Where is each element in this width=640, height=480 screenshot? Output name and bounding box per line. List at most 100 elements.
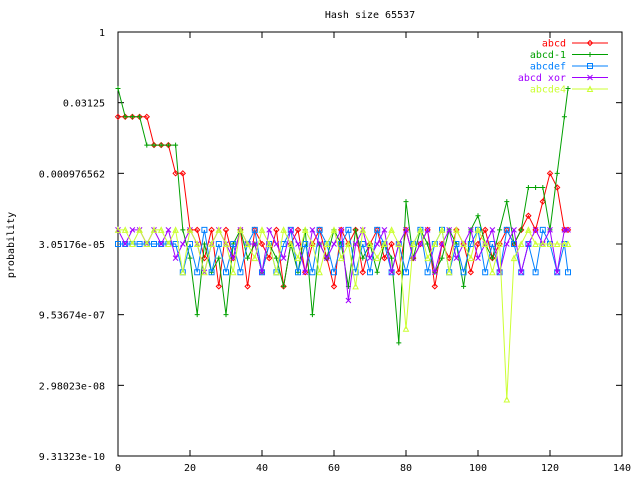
data-point	[425, 241, 431, 247]
data-point	[201, 226, 208, 233]
data-point	[179, 241, 186, 247]
data-point	[388, 226, 395, 233]
data-point	[553, 240, 561, 247]
data-point	[403, 269, 409, 276]
data-point	[409, 240, 417, 247]
y-tick-label: 3.05176e-05	[39, 240, 105, 251]
data-point	[352, 282, 359, 290]
x-tick-label: 60	[328, 463, 340, 474]
data-point	[504, 199, 510, 205]
data-point	[229, 268, 237, 276]
data-point	[309, 227, 316, 233]
data-point	[525, 184, 531, 190]
data-point	[201, 268, 208, 276]
legend-label: abcd	[542, 39, 566, 50]
data-point	[360, 255, 366, 261]
y-tick-label: 0.000976562	[39, 169, 105, 180]
data-point	[518, 227, 524, 233]
data-point	[417, 226, 424, 233]
data-point	[389, 255, 395, 261]
data-point	[258, 240, 266, 248]
data-point	[121, 226, 129, 233]
series-line	[117, 88, 569, 343]
data-point	[338, 227, 345, 233]
data-point	[532, 227, 539, 233]
data-point	[230, 241, 237, 247]
data-point	[258, 226, 266, 233]
legend-marker	[586, 85, 594, 92]
data-point	[137, 114, 143, 120]
series-layer	[114, 86, 572, 403]
data-point	[564, 226, 572, 234]
data-point	[143, 113, 151, 121]
data-point	[114, 226, 122, 233]
legend-item: abcd-1	[530, 50, 608, 61]
data-point	[467, 227, 474, 233]
data-point	[532, 269, 539, 276]
data-point	[215, 226, 223, 233]
data-point	[259, 269, 265, 276]
data-point	[402, 325, 410, 332]
x-tick-label: 120	[541, 463, 559, 474]
data-point	[158, 241, 165, 247]
data-point	[388, 269, 395, 276]
data-point	[546, 170, 554, 177]
data-point	[481, 226, 489, 234]
data-point	[172, 226, 179, 233]
data-point	[403, 227, 409, 233]
data-point	[323, 255, 330, 261]
data-point	[165, 142, 171, 148]
x-tick-label: 100	[469, 463, 487, 474]
data-point	[287, 226, 294, 233]
data-point	[539, 240, 547, 247]
data-point	[193, 226, 201, 234]
data-point	[273, 226, 280, 234]
data-point	[245, 255, 251, 261]
data-point	[187, 255, 193, 261]
data-point	[475, 213, 481, 219]
legend-marker	[587, 52, 593, 57]
data-point	[374, 241, 381, 247]
y-axis-label: probability	[6, 212, 17, 278]
data-point	[223, 269, 229, 276]
x-tick-label: 20	[184, 463, 196, 474]
data-point	[301, 269, 309, 276]
legend-marker	[587, 63, 593, 69]
data-point	[144, 142, 150, 148]
data-point	[474, 240, 482, 248]
data-point	[453, 255, 460, 261]
data-point	[489, 255, 495, 261]
data-point	[179, 170, 187, 177]
data-point	[222, 240, 230, 247]
data-point	[540, 184, 546, 190]
data-point	[273, 268, 280, 276]
legend-item: abcdef	[530, 62, 608, 73]
data-point	[460, 269, 467, 276]
x-axis-ticks: 0 20 40 60 80 100 120 140	[115, 32, 631, 474]
data-point	[295, 269, 301, 276]
data-point	[445, 268, 453, 276]
data-point	[208, 269, 215, 276]
data-point	[445, 254, 453, 262]
data-point	[381, 240, 388, 247]
data-point	[265, 240, 273, 247]
data-point	[352, 241, 359, 247]
data-point	[396, 340, 402, 346]
legend-label: abcd xor	[518, 73, 566, 84]
series-line	[118, 228, 568, 400]
data-point	[223, 312, 229, 318]
data-point	[173, 142, 179, 148]
data-point	[381, 227, 388, 233]
data-point	[503, 395, 511, 403]
data-point	[438, 240, 446, 248]
legend-marker	[586, 39, 594, 47]
data-point	[503, 241, 510, 247]
data-point	[180, 227, 186, 233]
data-point	[244, 283, 251, 290]
data-point	[374, 226, 381, 233]
data-point	[532, 226, 539, 234]
data-point	[366, 240, 374, 247]
data-point	[122, 241, 129, 247]
x-tick-label: 40	[256, 463, 268, 474]
data-point	[150, 226, 158, 233]
